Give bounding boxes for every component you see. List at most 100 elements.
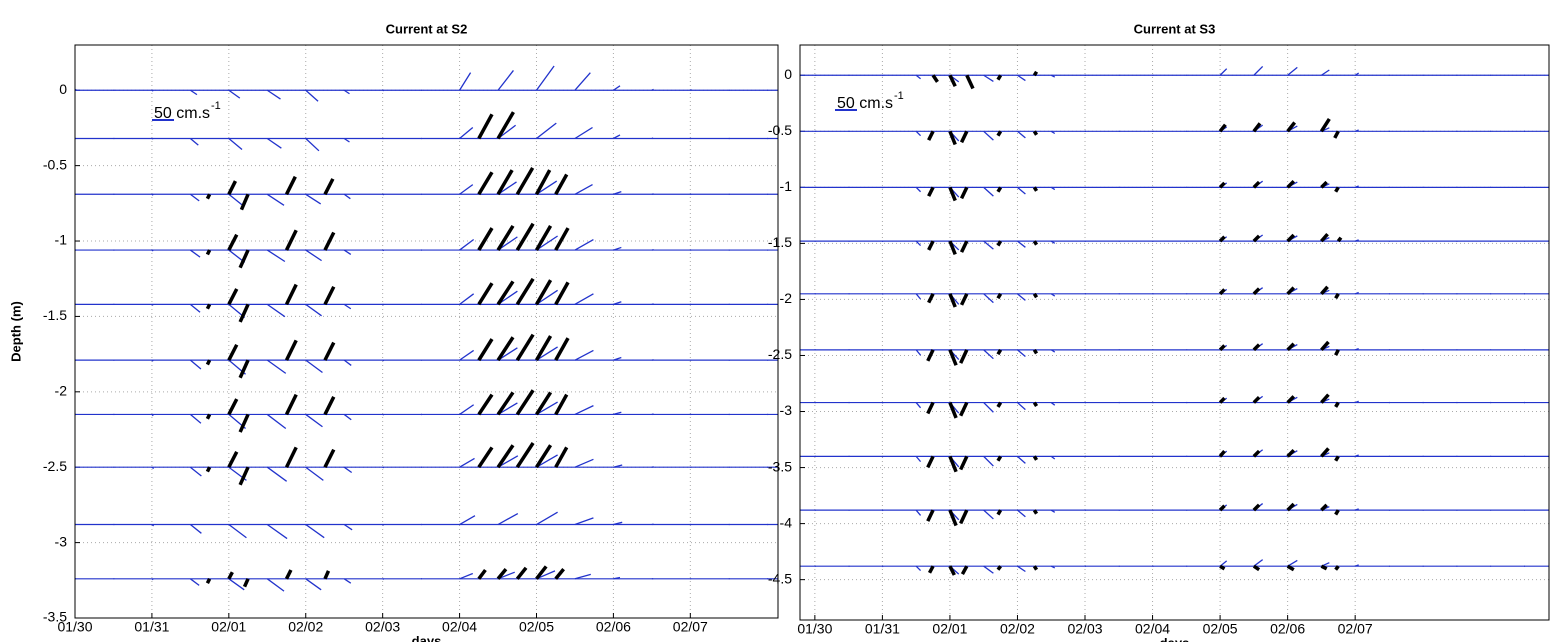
current-stick (284, 283, 298, 306)
current-stick (189, 578, 200, 586)
current-stick (927, 130, 935, 141)
current-stick (948, 401, 958, 419)
current-stick (459, 515, 476, 526)
current-stick (1032, 455, 1039, 461)
current-stick (228, 137, 243, 150)
current-stick (189, 359, 202, 370)
current-stick (927, 565, 935, 574)
y-tick-label: -3 (780, 402, 793, 418)
current-stick (515, 277, 535, 306)
current-stick (959, 186, 969, 200)
current-stick (477, 446, 494, 469)
current-stick (1218, 449, 1226, 458)
current-stick (1286, 286, 1296, 296)
current-stick (228, 89, 241, 99)
current-stick (515, 389, 535, 416)
current-stick (238, 466, 250, 486)
current-stick (305, 466, 324, 481)
x-tick-label: 01/31 (865, 621, 900, 637)
current-stick (343, 466, 353, 474)
current-stick (1286, 179, 1296, 189)
current-stick (1050, 130, 1056, 135)
current-stick (151, 523, 155, 527)
current-stick (266, 578, 285, 592)
current-stick (205, 466, 212, 473)
current-stick (927, 240, 935, 251)
current-stick (227, 180, 237, 196)
current-stick (1320, 232, 1329, 243)
current-stick (1354, 454, 1359, 457)
current-stick (305, 193, 322, 205)
current-stick (189, 249, 201, 258)
current-stick (189, 193, 200, 202)
current-stick (496, 336, 515, 362)
current-stick (496, 444, 515, 469)
current-stick (613, 521, 623, 526)
current-stick (574, 72, 591, 91)
current-stick (305, 413, 323, 428)
current-stick (1354, 185, 1359, 188)
current-stick (477, 113, 494, 140)
y-tick-label: -4.5 (768, 570, 792, 586)
current-stick (515, 166, 535, 196)
current-stick (1050, 565, 1056, 569)
current-stick (1286, 564, 1295, 572)
x-tick-label: 01/31 (134, 619, 169, 635)
current-stick (613, 134, 621, 140)
current-stick (496, 568, 508, 580)
current-stick (323, 570, 331, 580)
current-stick (959, 455, 969, 471)
current-stick (915, 130, 922, 137)
current-stick (266, 303, 286, 318)
current-stick (497, 512, 519, 526)
current-stick (343, 89, 350, 95)
current-stick (459, 126, 474, 139)
current-stick (536, 122, 557, 140)
current-stick (459, 238, 475, 251)
current-stick (1218, 396, 1226, 404)
current-stick (915, 293, 922, 300)
current-stick (477, 227, 494, 251)
current-stick (1032, 401, 1039, 408)
current-stick (996, 130, 1003, 137)
current-stick (1334, 349, 1340, 356)
current-stick (927, 293, 935, 304)
current-stick (1354, 400, 1359, 404)
current-stick (1320, 503, 1328, 512)
current-stick (323, 448, 336, 468)
current-stick (266, 523, 288, 540)
current-stick (1032, 70, 1039, 77)
current-stick (536, 235, 558, 251)
current-stick (574, 238, 594, 251)
current-stick (228, 193, 245, 208)
current-stick (477, 282, 494, 306)
y-axis-label: Depth (m) (8, 301, 23, 362)
current-stick (228, 523, 247, 539)
current-stick (189, 524, 202, 534)
current-stick (534, 169, 552, 196)
current-stick (227, 398, 239, 416)
current-stick (151, 303, 154, 306)
current-stick (1032, 186, 1039, 192)
current-stick (1334, 565, 1340, 571)
x-tick-label: 02/01 (211, 619, 246, 635)
current-stick (554, 393, 569, 416)
x-tick-label: 02/04 (442, 619, 477, 635)
current-stick (1017, 402, 1026, 411)
current-stick (1354, 72, 1360, 76)
current-stick (983, 349, 994, 360)
current-stick (1253, 66, 1264, 76)
current-stick (284, 569, 293, 580)
current-stick (1252, 396, 1261, 404)
current-stick (1286, 342, 1296, 352)
current-stick (613, 464, 623, 468)
x-tick-label: 02/03 (365, 619, 400, 635)
current-stick (227, 343, 239, 361)
current-stick (1286, 448, 1296, 458)
current-stick (927, 186, 935, 197)
current-stick (1219, 564, 1226, 571)
current-stick (1354, 564, 1359, 567)
current-stick (554, 337, 570, 362)
current-stick (323, 178, 335, 196)
current-stick (305, 303, 322, 317)
